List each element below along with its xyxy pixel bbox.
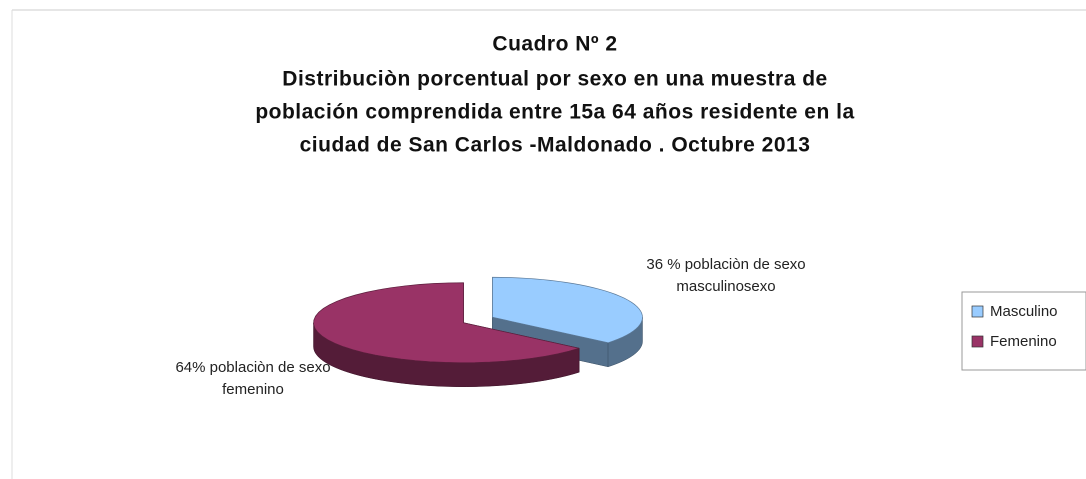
chart-subtitle: ciudad de San Carlos -Maldonado . Octubr… — [300, 134, 811, 157]
legend-label: Masculino — [990, 303, 1058, 320]
legend-label: Femenino — [990, 333, 1057, 350]
slice — [492, 276, 643, 344]
legend-box — [961, 291, 1086, 371]
chart-subtitle: Distribuciòn porcentual por sexo en una … — [282, 68, 827, 91]
chart-subtitle: población comprendida entre 15a 64 años … — [255, 101, 854, 124]
slice — [313, 282, 580, 364]
data-label: 36 % poblaciòn de sexo masculinosexo — [646, 256, 806, 295]
data-label: 64% poblaciòn de sexo femenino — [175, 359, 331, 398]
legend-swatch — [971, 335, 984, 348]
legend-swatch — [971, 305, 984, 318]
chart-title: Cuadro Nº 2 — [492, 33, 617, 56]
